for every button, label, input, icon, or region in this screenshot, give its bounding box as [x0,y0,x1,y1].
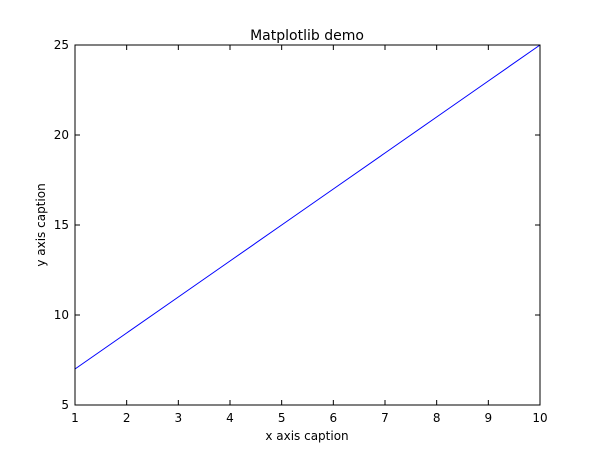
y-tick-label: 10 [54,308,69,322]
chart-title: Matplotlib demo [250,28,364,44]
x-tick-label: 5 [278,411,286,425]
x-tick-label: 6 [330,411,338,425]
y-tick-label: 20 [54,128,69,142]
x-tick-label: 4 [226,411,234,425]
plot-frame [74,44,541,406]
series-line [74,44,541,370]
y-tick-label: 25 [54,38,69,52]
x-axis-label: x axis caption [265,429,348,443]
x-tick-label: 1 [71,411,79,425]
x-tick-label: 10 [532,411,547,425]
x-tick-label: 3 [175,411,183,425]
y-axis-label: y axis caption [34,183,48,266]
x-tick-label: 2 [123,411,131,425]
y-tick-label: 5 [61,398,69,412]
x-tick-label: 9 [485,411,493,425]
y-tick-label: 15 [54,218,69,232]
x-tick-label: 8 [433,411,441,425]
x-tick-label: 7 [381,411,389,425]
